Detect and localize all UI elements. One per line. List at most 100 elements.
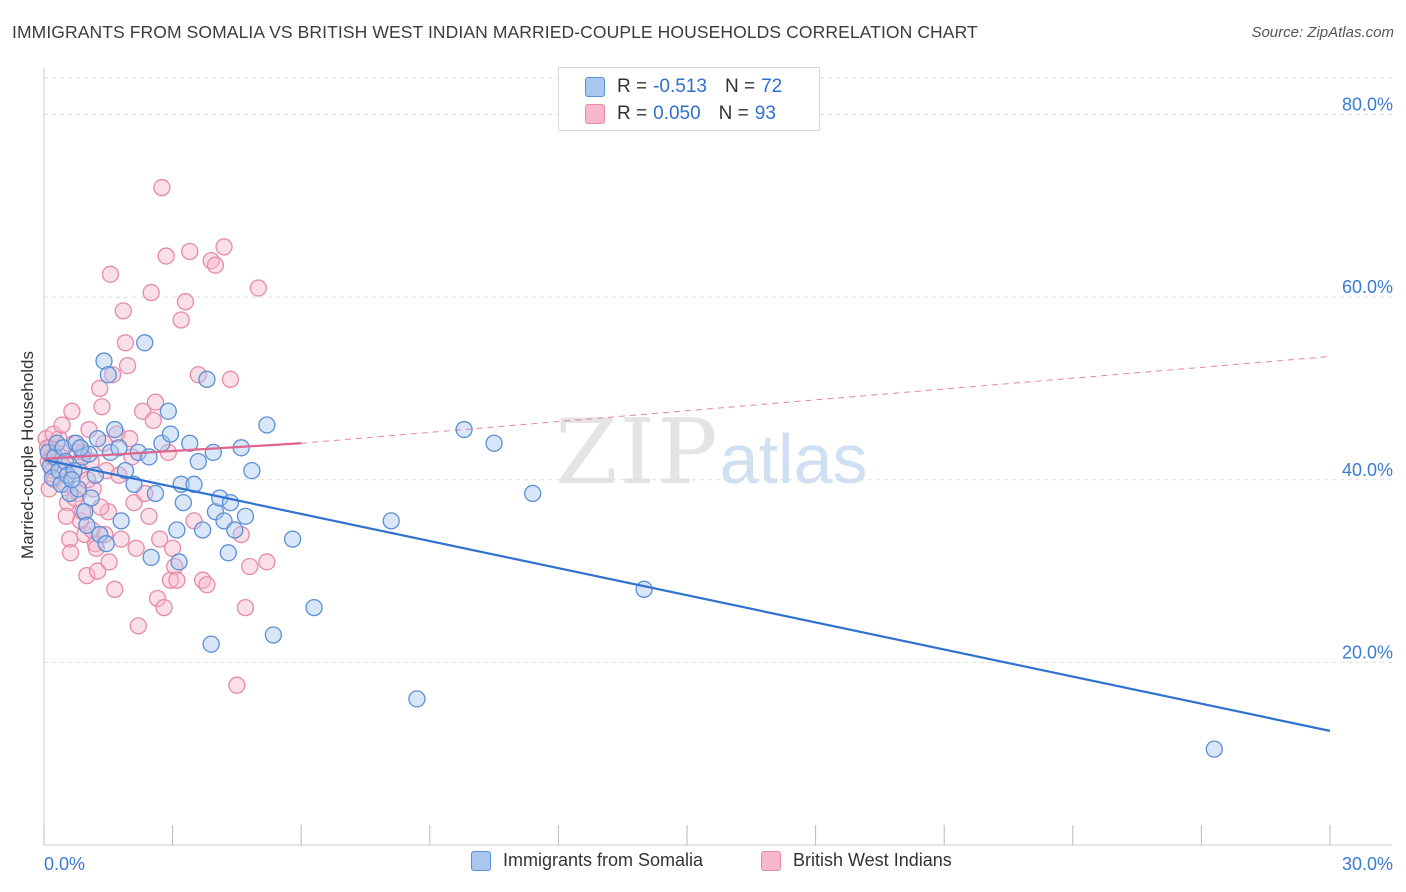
somalia-point xyxy=(161,425,180,443)
legend-swatch-bwi xyxy=(585,104,605,124)
somalia-points xyxy=(39,334,1223,758)
bwi-point xyxy=(146,393,165,411)
y-tick-label: 20.0% xyxy=(1342,642,1393,662)
somalia-point xyxy=(91,525,109,544)
x-tick-label: 0.0% xyxy=(44,854,85,874)
somalia-point xyxy=(226,521,244,539)
bwi-points xyxy=(37,178,276,694)
axes xyxy=(43,68,1392,846)
bwi-point xyxy=(153,178,171,197)
bwi-point xyxy=(127,539,145,557)
somalia-point xyxy=(146,484,165,503)
bwi-point xyxy=(101,265,120,283)
watermark: ZIPatlas xyxy=(555,400,868,505)
bwi-point xyxy=(236,598,255,617)
bwi-point xyxy=(189,366,207,384)
somalia-point xyxy=(219,544,237,562)
somalia-point xyxy=(99,366,117,384)
bwi-point xyxy=(53,416,71,434)
bwi-point xyxy=(100,553,118,571)
bwi-point xyxy=(129,617,147,635)
somalia-point xyxy=(174,493,192,512)
bwi-point xyxy=(168,571,186,589)
legend-n-value-bwi: 93 xyxy=(754,103,776,124)
legend-r-value-bwi: 0.050 xyxy=(653,103,701,124)
somalia-point xyxy=(408,690,426,708)
y-tick-label: 80.0% xyxy=(1342,95,1393,115)
somalia-point xyxy=(243,461,261,480)
somalia-point xyxy=(88,430,107,448)
somalia-point xyxy=(116,461,135,480)
bwi-point xyxy=(157,247,175,265)
bwi-point xyxy=(118,356,137,375)
bwi-point xyxy=(116,334,135,352)
bwi-point xyxy=(106,580,124,598)
bwi-trend-extension xyxy=(301,355,1331,444)
somalia-point xyxy=(97,535,115,553)
bwi-point xyxy=(63,402,81,420)
legend-label-bwi: British West Indians xyxy=(793,850,952,870)
somalia-point xyxy=(106,420,124,439)
legend-item-bwi[interactable]: British West Indians xyxy=(761,850,952,871)
somalia-point xyxy=(63,471,81,489)
somalia-point xyxy=(82,489,100,507)
bwi-point xyxy=(172,311,190,329)
legend-n-value-somalia: 72 xyxy=(761,76,783,97)
legend-n-label: N = xyxy=(718,103,749,124)
bwi-point xyxy=(91,379,109,398)
somalia-point xyxy=(181,434,199,452)
y-tick-label: 40.0% xyxy=(1342,460,1393,480)
chart-title: IMMIGRANTS FROM SOMALIA VS BRITISH WEST … xyxy=(12,22,978,42)
somalia-point xyxy=(635,580,653,598)
somalia-point xyxy=(202,635,220,653)
somalia-point xyxy=(524,484,542,503)
bwi-point xyxy=(112,530,130,548)
legend-r-value-somalia: -0.513 xyxy=(653,76,707,97)
somalia-point xyxy=(80,445,98,463)
bwi-point xyxy=(87,539,105,557)
bwi-trend-line xyxy=(43,442,302,460)
legend-swatch-bwi xyxy=(761,850,781,871)
bwi-point xyxy=(241,557,259,576)
somalia-point xyxy=(204,443,222,462)
legend-r-label: R = xyxy=(617,76,648,97)
correlation-legend: R = -0.513 N = 72 R = 0.050 N = 93 xyxy=(558,67,820,131)
somalia-point xyxy=(258,416,276,434)
somalia-point xyxy=(1205,740,1223,758)
somalia-point xyxy=(54,439,72,457)
legend-n-label: N = xyxy=(724,76,756,97)
bwi-point xyxy=(57,507,75,525)
grid-lines xyxy=(44,77,1392,663)
somalia-point xyxy=(236,507,255,525)
bwi-point xyxy=(181,242,199,261)
bwi-point xyxy=(206,256,225,274)
tick-labels: 20.0% 40.0% 60.0% 80.0% 0.0% 30.0% xyxy=(44,95,1393,874)
series-legend: Immigrants from Somalia British West Ind… xyxy=(0,850,1406,876)
somalia-point xyxy=(198,370,216,388)
legend-swatch-somalia xyxy=(471,850,491,871)
somalia-point xyxy=(69,480,87,498)
somalia-point xyxy=(168,521,186,539)
somalia-point xyxy=(101,443,120,462)
somalia-point xyxy=(283,530,302,548)
bwi-point xyxy=(78,566,96,585)
bwi-point xyxy=(155,598,173,617)
bwi-point xyxy=(176,293,195,311)
bwi-point xyxy=(148,589,167,608)
legend-row-somalia: R = -0.513 N = 72 xyxy=(585,75,782,99)
watermark-zip: ZIP xyxy=(555,400,720,505)
bwi-point xyxy=(198,576,216,594)
bwi-point xyxy=(140,507,158,525)
source-label: Source: ZipAtlas.com xyxy=(1251,24,1394,41)
legend-label-somalia: Immigrants from Somalia xyxy=(503,850,704,870)
legend-item-somalia[interactable]: Immigrants from Somalia xyxy=(471,850,703,871)
bwi-point xyxy=(142,283,160,302)
bwi-point xyxy=(114,302,132,320)
bwi-point xyxy=(88,562,107,580)
somalia-point xyxy=(189,452,207,471)
trend-lines xyxy=(43,355,1331,732)
somalia-point xyxy=(485,434,503,452)
somalia-point xyxy=(170,553,188,571)
bwi-point xyxy=(249,279,267,297)
